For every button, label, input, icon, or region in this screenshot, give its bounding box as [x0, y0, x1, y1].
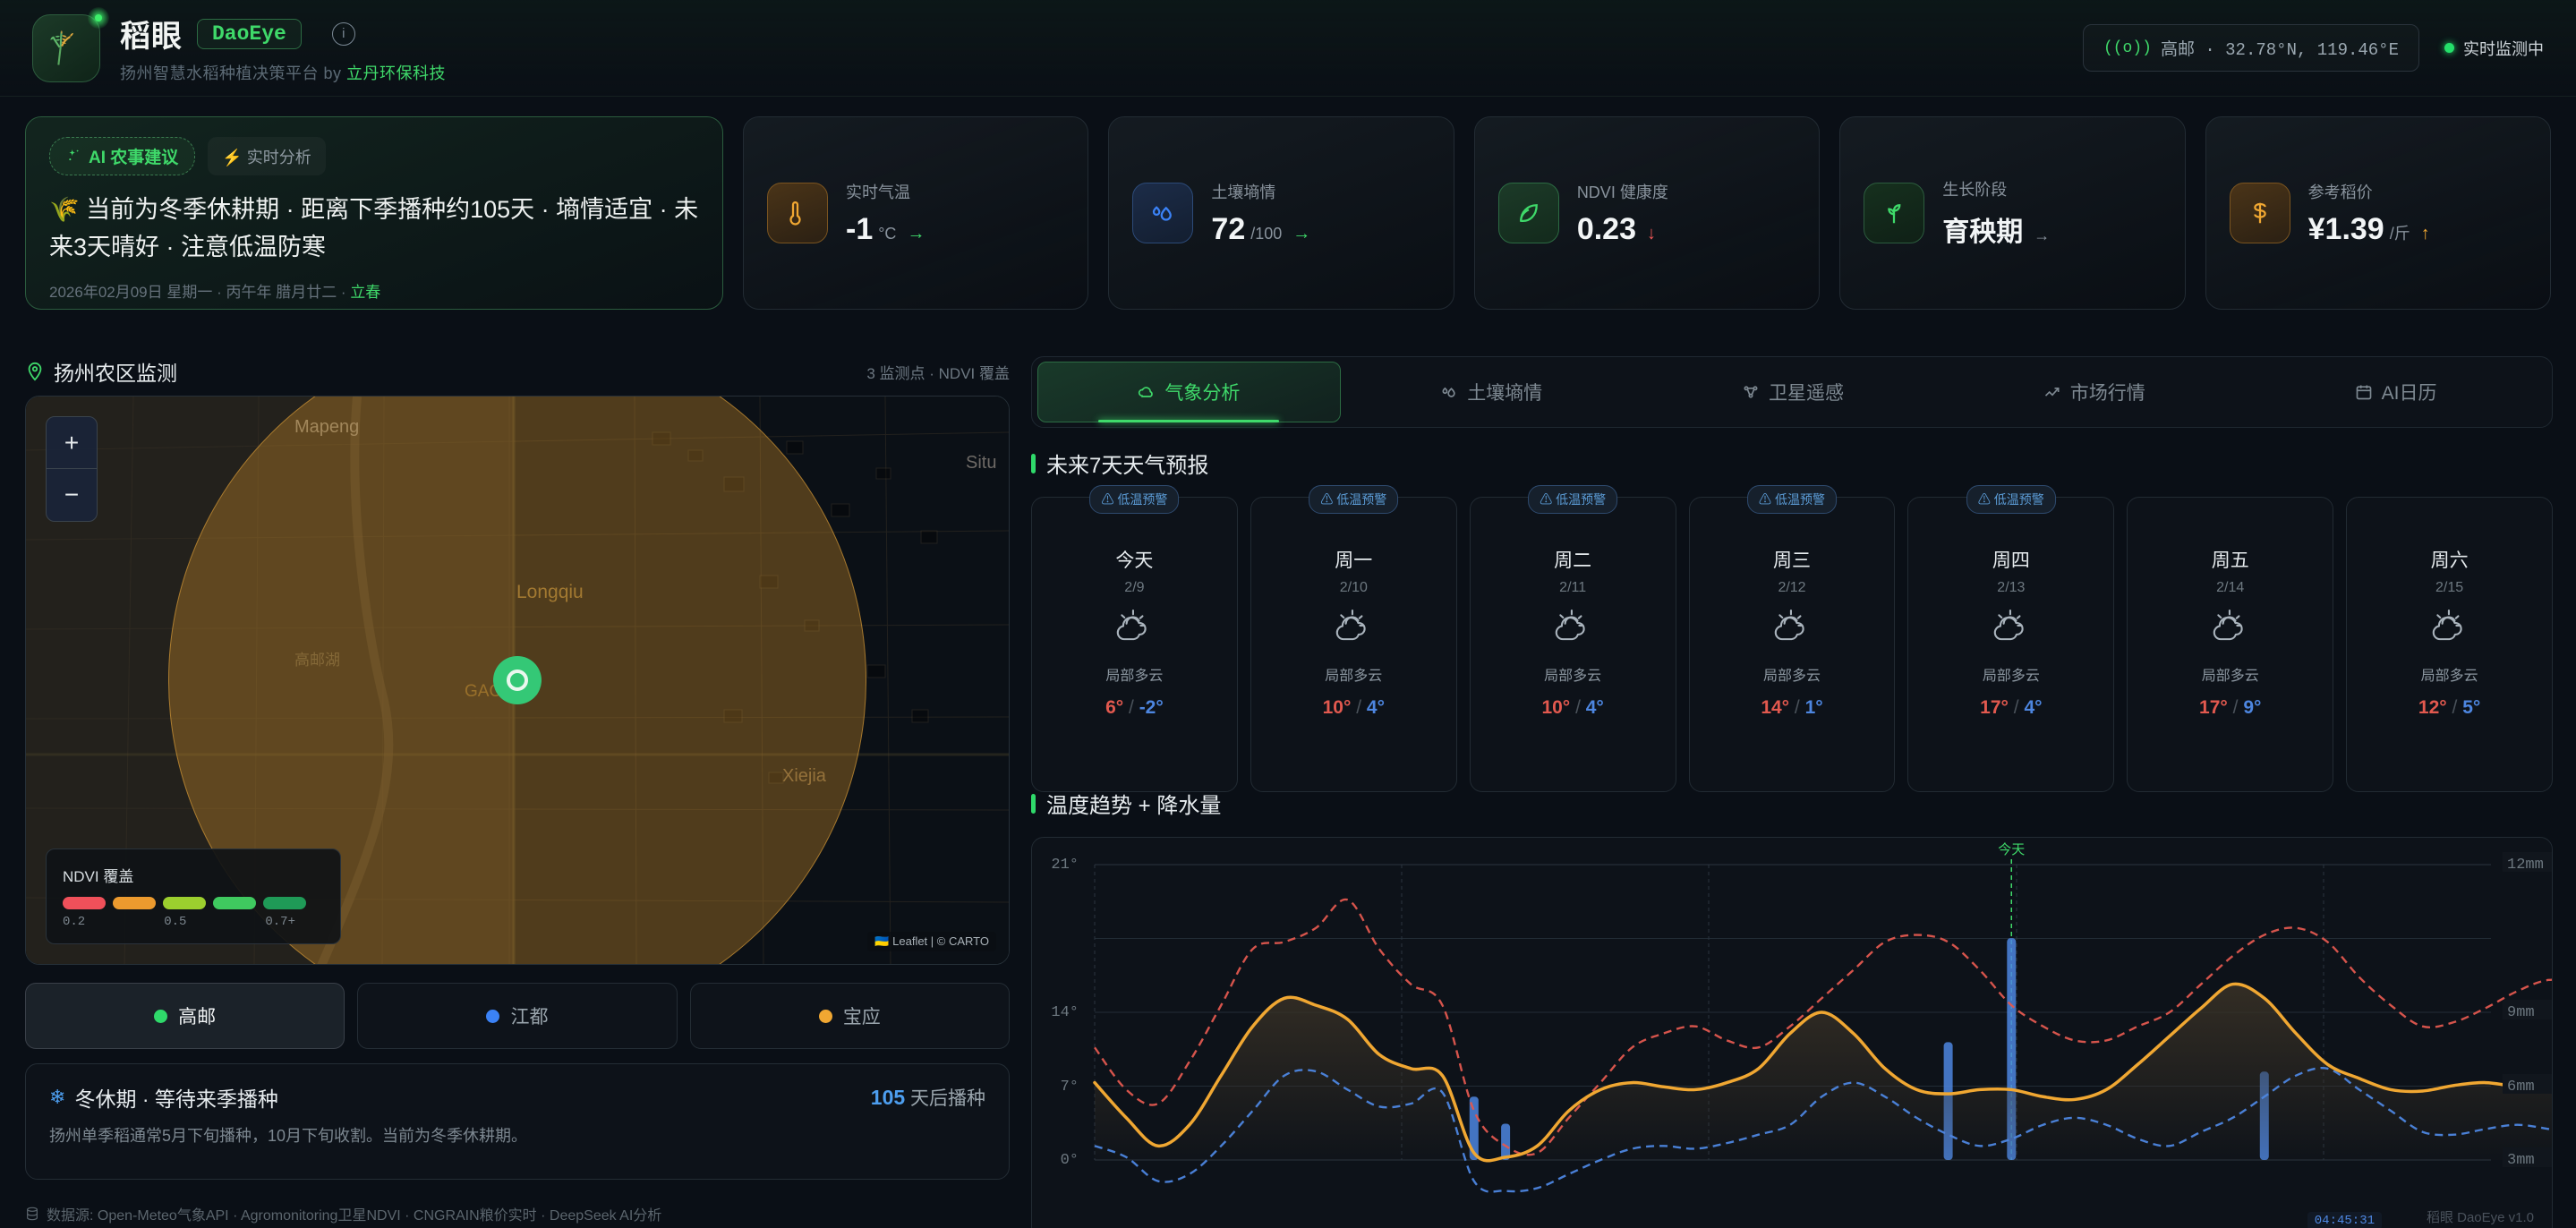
- svg-text:0°: 0°: [1061, 1152, 1079, 1169]
- svg-text:3mm: 3mm: [2507, 1152, 2535, 1169]
- svg-text:6mm: 6mm: [2507, 1079, 2535, 1096]
- svg-text:21°: 21°: [1051, 857, 1079, 874]
- svg-text:12mm: 12mm: [2507, 857, 2544, 874]
- svg-text:Situ: Situ: [966, 453, 996, 473]
- svg-text:7°: 7°: [1061, 1079, 1079, 1096]
- svg-text:14°: 14°: [1051, 1004, 1079, 1021]
- svg-text:今天: 今天: [1998, 842, 2025, 857]
- svg-text:9mm: 9mm: [2507, 1004, 2535, 1021]
